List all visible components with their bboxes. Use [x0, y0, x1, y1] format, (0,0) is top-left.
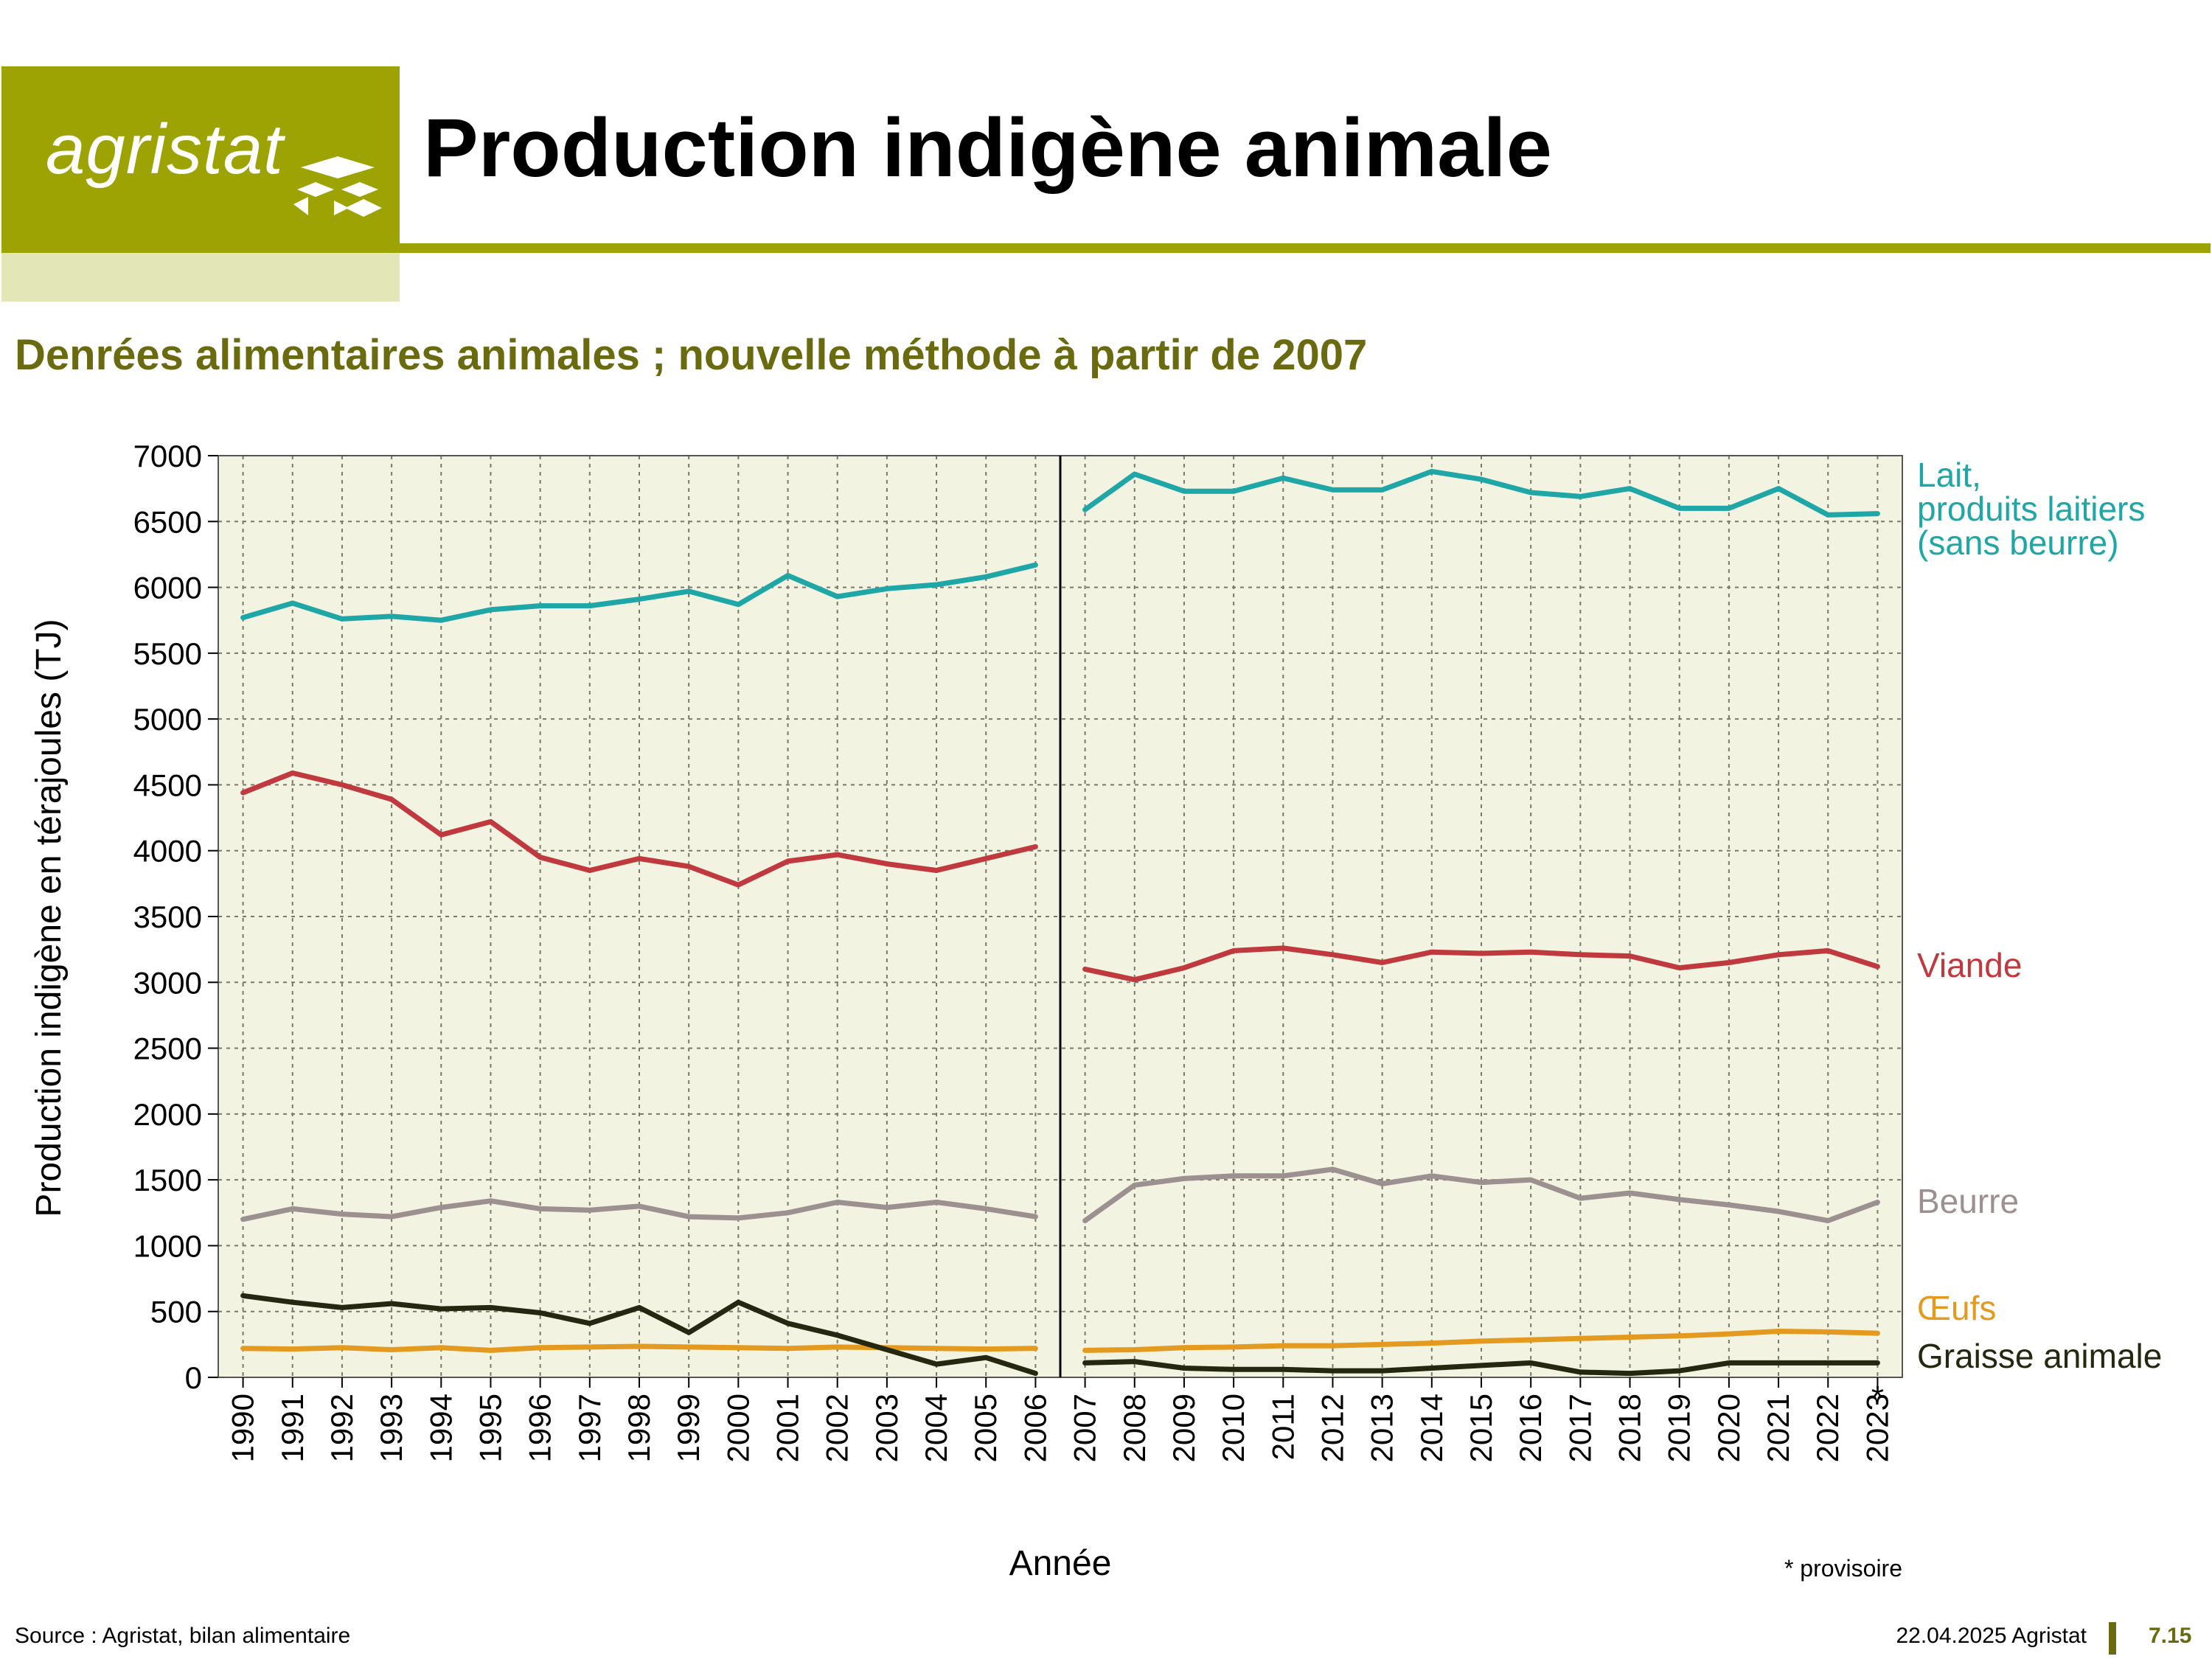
provisional-mark: *: [1871, 1380, 1884, 1416]
axes-layer: 0 500 1000 1500 2000 2500 3000 3500 4000 4500 5000…: [133, 439, 1903, 1462]
y-tick-label: 500: [150, 1295, 202, 1329]
series-label-line: Œufs: [1917, 1289, 1996, 1327]
y-tick-label: 5500: [133, 636, 202, 671]
y-tick-label: 1500: [133, 1163, 202, 1197]
series-line: [240, 770, 1038, 888]
chart-subtitle: Denrées alimentaires animales ; nouvelle…: [15, 331, 1368, 379]
series-line: [1082, 1166, 1880, 1223]
series-line: [1082, 945, 1880, 983]
y-tick-label: 3000: [133, 965, 202, 1000]
series-line: [1082, 1359, 1880, 1377]
y-tick-label: 2500: [133, 1032, 202, 1066]
series-line: [240, 1343, 1038, 1353]
x-tick-label: 1991: [275, 1394, 310, 1462]
x-tick-label: 2019: [1662, 1394, 1697, 1462]
series-label-line: Lait,: [1917, 456, 1981, 494]
x-tick-label: 2022: [1810, 1394, 1845, 1462]
series-label: Lait, produits laitiers (sans beurre): [1917, 456, 2145, 562]
header-rule: [400, 243, 2211, 253]
y-tick-label: 2000: [133, 1097, 202, 1132]
x-tick-label: 2016: [1513, 1394, 1548, 1462]
series-label: Beurre: [1917, 1182, 2019, 1220]
x-tick-label: 2006: [1018, 1394, 1052, 1462]
series-layer: [240, 468, 1880, 1377]
series-line: [240, 1293, 1038, 1377]
footer-divider: [2109, 1622, 2116, 1655]
series-line: [240, 1198, 1038, 1222]
series-label-line: Graisse animale: [1917, 1337, 2162, 1375]
series-label-line: (sans beurre): [1917, 524, 2119, 562]
y-tick-label: 5000: [133, 702, 202, 737]
x-tick-label: 1997: [572, 1394, 607, 1462]
x-tick-label: 2008: [1117, 1394, 1152, 1462]
x-tick-label: 1994: [423, 1394, 458, 1462]
x-tick-label: 2020: [1711, 1394, 1746, 1462]
logo-text: agristat: [46, 110, 284, 189]
series-line: [1082, 468, 1880, 518]
logo-icon: [293, 156, 382, 217]
y-tick-label: 0: [185, 1360, 202, 1395]
x-tick-label: 2005: [968, 1394, 1003, 1462]
page-number: 7.15: [2149, 1624, 2192, 1648]
x-axis-label: Année: [1009, 1544, 1112, 1583]
x-tick-label: 1999: [671, 1394, 706, 1462]
series-labels: Lait, produits laitiers (sans beurre) Viand…: [1917, 456, 2162, 1375]
y-tick-label: 6500: [133, 504, 202, 539]
series-label: Graisse animale: [1917, 1337, 2162, 1375]
x-tick-label: 2007: [1068, 1394, 1102, 1462]
page-title: Production indigène animale: [423, 102, 1552, 194]
y-tick-label: 7000: [133, 439, 202, 473]
series-label: Œufs: [1917, 1289, 1996, 1327]
y-tick-label: 4500: [133, 768, 202, 802]
x-tick-label: 2021: [1761, 1394, 1795, 1462]
logo-banner-light: [1, 253, 400, 302]
x-tick-label: 1998: [622, 1394, 656, 1462]
footer-source: Source : Agristat, bilan alimentaire: [15, 1624, 351, 1648]
x-tick-label: 2010: [1216, 1394, 1251, 1462]
x-tick-label: 2002: [820, 1394, 855, 1462]
x-tick-label: 2015: [1464, 1394, 1498, 1462]
series-label: Viande: [1917, 946, 2022, 984]
y-tick-label: 6000: [133, 571, 202, 605]
x-tick-label: 1993: [374, 1394, 408, 1462]
x-tick-label: 1990: [226, 1394, 260, 1462]
x-tick-label: 2012: [1315, 1394, 1349, 1462]
series-line: [240, 562, 1038, 623]
series-line: [1082, 1329, 1880, 1353]
x-tick-label: 2013: [1365, 1394, 1399, 1462]
x-tick-label: 2000: [720, 1394, 755, 1462]
series-label-line: Viande: [1917, 946, 2022, 984]
series-label-line: Beurre: [1917, 1182, 2019, 1220]
x-tick-label: 2018: [1613, 1394, 1647, 1462]
x-tick-label: 1995: [473, 1394, 507, 1462]
x-tick-label: 2011: [1265, 1394, 1300, 1460]
y-tick-label: 3500: [133, 900, 202, 934]
x-tick-label: 2004: [919, 1394, 953, 1462]
footnote: * provisoire: [1784, 1555, 1902, 1582]
series-label-line: produits laitiers: [1917, 490, 2145, 528]
x-tick-label: 2001: [771, 1394, 805, 1462]
x-tick-label: 2009: [1166, 1394, 1201, 1462]
x-tick-label: 2003: [869, 1394, 904, 1462]
x-tick-label: 2014: [1414, 1394, 1449, 1462]
footer-date: 22.04.2025 Agristat: [1896, 1624, 2087, 1648]
x-tick-label: 1996: [523, 1394, 557, 1462]
y-tick-label: 1000: [133, 1228, 202, 1263]
x-tick-label: 1992: [324, 1394, 359, 1462]
y-tick-label: 4000: [133, 834, 202, 869]
x-tick-label: 2023: [1860, 1394, 1894, 1462]
y-axis-label: Production indigène en térajoules (TJ): [29, 619, 69, 1217]
x-tick-label: 2017: [1562, 1394, 1597, 1462]
